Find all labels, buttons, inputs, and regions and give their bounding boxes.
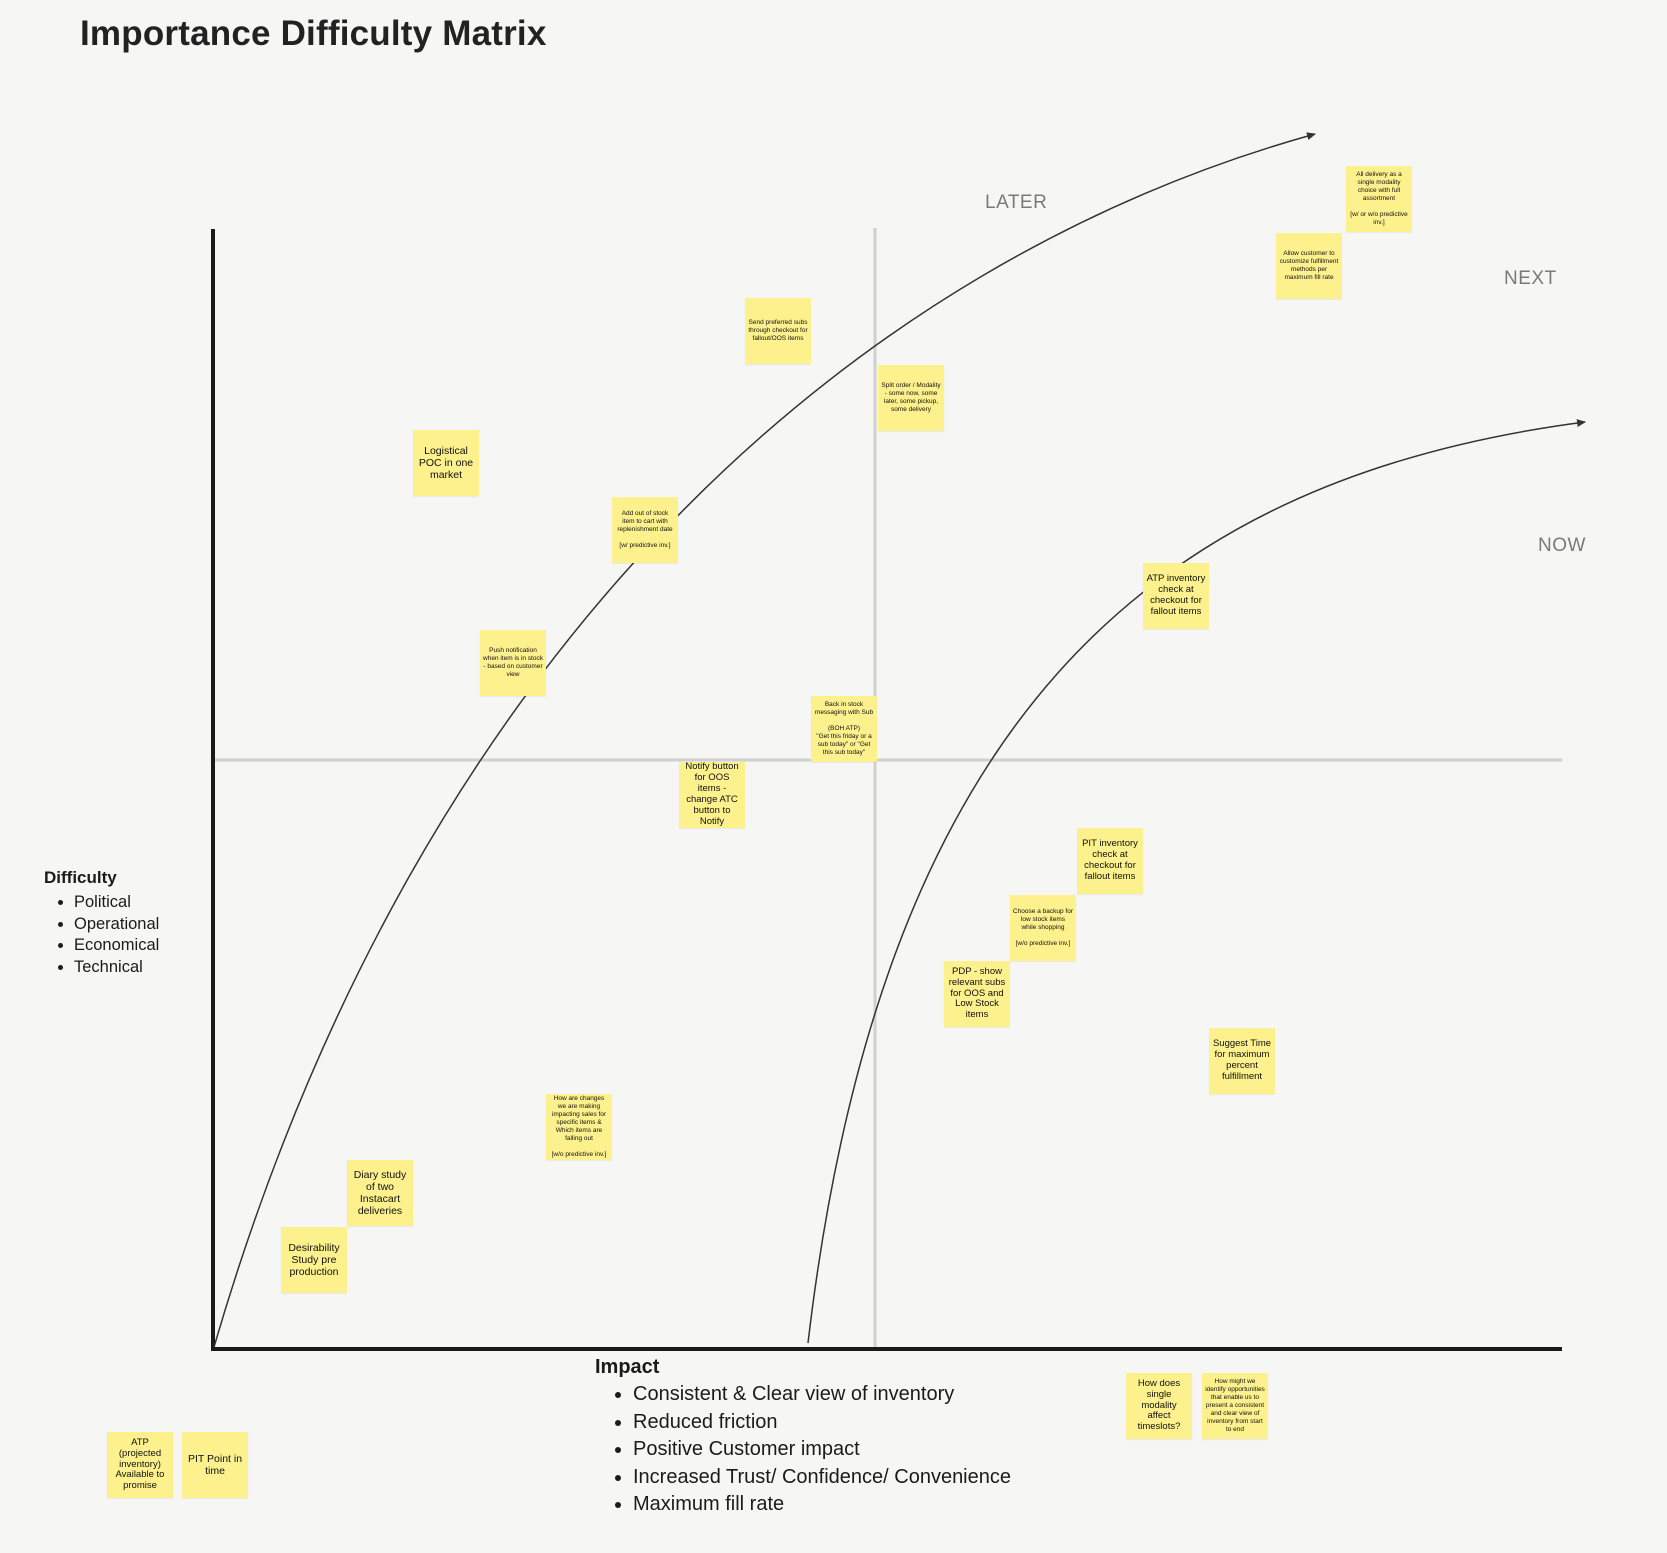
sticky-note[interactable]: All delivery as a single modality choice… [1346,166,1412,232]
zone-label-now: NOW [1538,535,1586,556]
sticky-note[interactable]: Add out of stock item to cart with reple… [612,497,678,563]
list-item: Reduced friction [633,1409,1011,1437]
page-title: Importance Difficulty Matrix [80,14,547,53]
list-item: Economical [74,935,159,957]
sticky-note[interactable]: Split order / Modality - some now, some … [878,365,944,431]
sticky-note[interactable]: Send preferred subs through checkout for… [745,298,811,364]
impact-list: Consistent & Clear view of inventory Red… [595,1381,1011,1519]
sticky-note[interactable]: Allow customer to customize fulfillment … [1276,233,1342,299]
sticky-note[interactable]: PIT Point in time [182,1432,248,1498]
zone-label-next: NEXT [1504,268,1557,289]
sticky-note[interactable]: ATP (projected inventory) Available to p… [107,1432,173,1498]
sticky-note[interactable]: How are changes we are making impacting … [546,1094,612,1160]
sticky-note[interactable]: ATP inventory check at checkout for fall… [1143,563,1209,629]
zone-label-later: LATER [985,192,1048,213]
difficulty-list: Political Operational Economical Technic… [44,892,159,978]
difficulty-title: Difficulty [44,868,117,887]
sticky-note[interactable]: PDP - show relevant subs for OOS and Low… [944,961,1010,1027]
sticky-note[interactable]: Suggest Time for maximum percent fulfill… [1209,1028,1275,1094]
list-item: Consistent & Clear view of inventory [633,1381,1011,1409]
sticky-note[interactable]: PIT inventory check at checkout for fall… [1077,828,1143,894]
sticky-note[interactable]: Logistical POC in one market [413,430,479,496]
list-item: Political [74,892,159,914]
list-item: Positive Customer impact [633,1436,1011,1464]
sticky-note[interactable]: How does single modality affect timeslot… [1126,1373,1192,1439]
sticky-note[interactable]: Choose a backup for low stock items whil… [1010,895,1076,961]
sticky-note[interactable]: Desirability Study pre production [281,1227,347,1293]
list-item: Operational [74,914,159,936]
impact-title: Impact [595,1356,660,1378]
list-item: Increased Trust/ Confidence/ Convenience [633,1464,1011,1492]
list-item: Maximum fill rate [633,1491,1011,1519]
next-curve [807,419,1586,1344]
sticky-note[interactable]: Diary study of two Instacart deliveries [347,1160,413,1226]
sticky-note[interactable]: Notify button for OOS items - change ATC… [679,762,745,828]
impact-legend: Impact Consistent & Clear view of invent… [595,1356,1011,1519]
sticky-note[interactable]: Back in stock messaging with Sub (BOH AT… [811,696,877,762]
sticky-note[interactable]: How might we identify opportunities that… [1202,1373,1268,1439]
list-item: Technical [74,957,159,979]
sticky-note[interactable]: Push notification when item is in stock … [480,630,546,696]
difficulty-legend: Difficulty Political Operational Economi… [44,868,159,978]
